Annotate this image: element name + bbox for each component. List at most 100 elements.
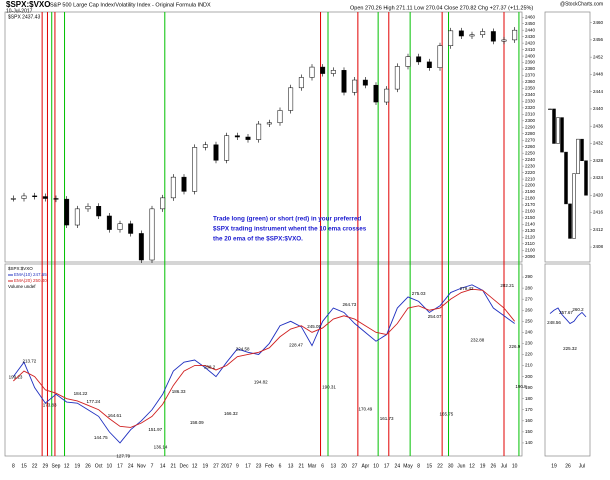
candle — [10, 198, 16, 200]
candle — [309, 66, 315, 78]
value-label: 144.75 — [94, 435, 108, 440]
y-tick-label: 2230 — [525, 163, 536, 168]
x-tick-label: 23 — [256, 463, 262, 469]
x-tick-label: 17 — [117, 463, 123, 469]
y-tick-label: 2270 — [525, 137, 536, 142]
x-tick-label: 26 — [85, 463, 91, 469]
candle — [96, 206, 102, 217]
date: 10-Jul-2017 — [6, 8, 33, 14]
value-label: 186.33 — [172, 389, 186, 394]
candle — [64, 198, 70, 226]
x-tick-label: 9 — [236, 463, 239, 469]
legend-label: Volume undef — [8, 284, 36, 289]
legend-label: EMA(20) 250.40 — [14, 278, 47, 283]
x-tick-label: Mar — [308, 463, 317, 469]
candle — [298, 77, 304, 89]
value-label: 166.32 — [224, 411, 238, 416]
quote: Open 270.26 High 271.11 Low 270.04 Close… — [350, 5, 533, 11]
y-tick-label: 2452 — [593, 54, 604, 59]
candle — [266, 122, 272, 125]
candle — [501, 39, 507, 42]
y-tick-label: 280 — [525, 285, 533, 290]
y-tick-label: 2150 — [525, 215, 536, 220]
value-label: 224.58 — [236, 347, 250, 352]
y-tick-label: 2170 — [525, 202, 536, 207]
candle — [341, 70, 347, 93]
y-tick-label: 170 — [525, 407, 533, 412]
x-tick-label: 10 — [107, 463, 113, 469]
value-label: 151.97 — [148, 427, 162, 432]
y-tick-label: 200 — [525, 374, 533, 379]
x-tick-label: 15 — [427, 463, 433, 469]
y-tick-label: 2460 — [525, 14, 536, 19]
x-tick-label: Jul — [579, 463, 585, 469]
y-tick-label: 2432 — [593, 141, 604, 146]
candle — [384, 88, 390, 103]
y-tick-label: 2448 — [593, 72, 604, 77]
value-label: 161.73 — [380, 416, 394, 421]
x-tick-label: 19 — [203, 463, 209, 469]
y-tick-label: 140 — [525, 440, 533, 445]
annotation: Trade long (green) or short (red) in you… — [213, 216, 361, 223]
candle — [245, 136, 251, 140]
annotation: the 20 ema of the $SPX:$VXO. — [213, 236, 303, 243]
x-tick-label: 26 — [491, 463, 497, 469]
y-tick-label: 2110 — [525, 241, 535, 246]
x-tick-label: Nov — [137, 463, 146, 469]
y-tick-label: 2420 — [525, 40, 536, 45]
x-tick-label: 24 — [395, 463, 401, 469]
x-tick-label: Sep — [52, 463, 61, 469]
value-label: 264.73 — [342, 302, 356, 307]
y-tick-label: 150 — [525, 429, 533, 434]
y-tick-label: 290 — [525, 274, 533, 279]
ratio-panel — [4, 263, 523, 457]
candle — [53, 198, 59, 200]
candle — [256, 123, 262, 140]
value-label: 260.2 — [572, 307, 584, 312]
x-tick-label: 13 — [331, 463, 337, 469]
value-label: 257.67 — [559, 310, 573, 315]
y-tick-label: 2360 — [525, 79, 536, 84]
y-tick-label: 2370 — [525, 73, 536, 78]
candle — [448, 30, 454, 46]
x-tick-label: 19 — [551, 463, 557, 469]
annotation: $SPX trading instrument whent the 10 ema… — [213, 226, 367, 233]
x-tick-label: Oct — [95, 463, 103, 469]
candle — [564, 151, 568, 205]
value-label: 208.2 — [204, 365, 216, 370]
x-tick-label: 26 — [565, 463, 571, 469]
y-tick-label: 2440 — [593, 106, 604, 111]
x-tick-label: 30 — [448, 463, 454, 469]
y-tick-label: 2090 — [525, 254, 536, 259]
x-tick-label: 12 — [469, 463, 475, 469]
y-tick-label: 2428 — [593, 158, 604, 163]
candle — [330, 70, 336, 74]
y-tick-label: 2350 — [525, 86, 536, 91]
x-tick-label: 8 — [12, 463, 15, 469]
x-tick-label: Jun — [457, 463, 465, 469]
y-tick-label: 2120 — [525, 235, 536, 240]
candle — [138, 233, 144, 261]
value-label: 190.31 — [322, 384, 336, 389]
value-label: 225.32 — [563, 346, 577, 351]
y-tick-label: 210 — [525, 363, 533, 368]
y-tick-label: 2330 — [525, 99, 536, 104]
candle — [42, 196, 48, 199]
value-label: 170.49 — [358, 406, 372, 411]
value-label: 279.42 — [460, 286, 474, 291]
x-tick-label: 8 — [417, 463, 420, 469]
x-tick-label: 24 — [128, 463, 134, 469]
candle — [85, 206, 91, 210]
value-label: 136.14 — [154, 444, 168, 449]
credit: @StockCharts.com — [560, 1, 603, 7]
candle — [202, 144, 208, 148]
candle — [560, 117, 564, 153]
candle — [320, 66, 326, 74]
value-label: 226.9 — [509, 344, 521, 349]
y-tick-label: 2436 — [593, 123, 604, 128]
y-tick-label: 160 — [525, 418, 533, 423]
y-tick-label: 2416 — [593, 210, 604, 215]
value-label: 275.03 — [412, 291, 426, 296]
candle — [512, 29, 518, 41]
y-tick-label: 2180 — [525, 196, 536, 201]
